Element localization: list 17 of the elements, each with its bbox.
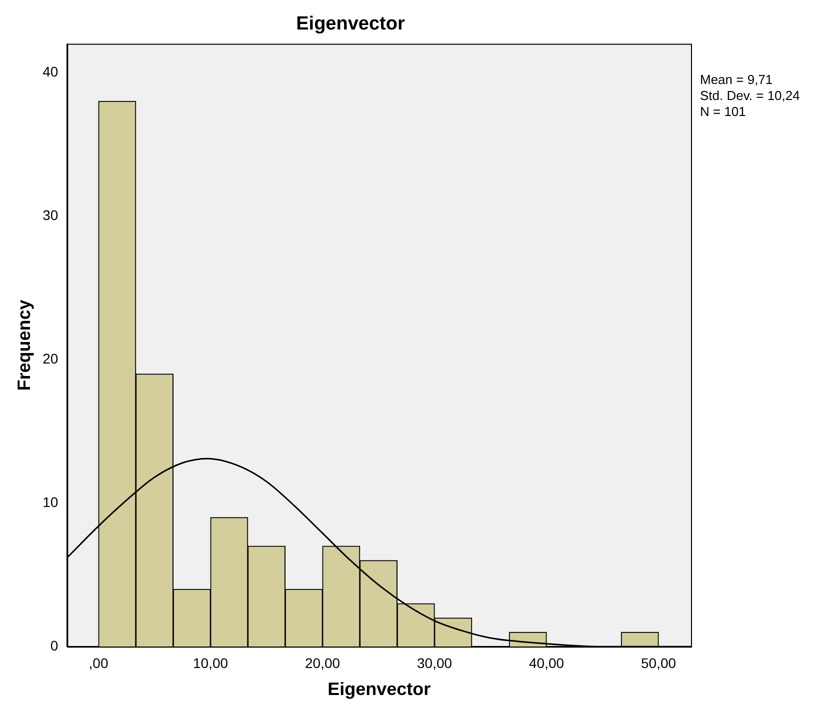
x-tick-label: ,00 bbox=[88, 654, 108, 671]
x-tick-label: 20,00 bbox=[305, 654, 340, 671]
y-tick-label: 10 bbox=[42, 494, 58, 510]
chart-title: Eigenvector bbox=[296, 14, 406, 35]
text: Std. Dev. = 10,24 bbox=[700, 88, 800, 103]
text: N = 101 bbox=[700, 104, 746, 119]
x-tick-label: 50,00 bbox=[640, 654, 676, 671]
x-axis-title: Eigenvector bbox=[328, 679, 431, 700]
y-tick-label: 40 bbox=[42, 63, 58, 80]
y-tick-label: 20 bbox=[42, 350, 58, 366]
y-axis-title: Frequency bbox=[14, 300, 34, 391]
x-tick-label: 40,00 bbox=[529, 654, 564, 671]
y-tick-label: 30 bbox=[42, 206, 58, 223]
y-tick-label: 0 bbox=[50, 637, 58, 654]
text: Mean = 9,71 bbox=[700, 72, 773, 87]
x-tick-label: 10,00 bbox=[193, 654, 228, 671]
x-tick-label: 30,00 bbox=[417, 654, 452, 671]
